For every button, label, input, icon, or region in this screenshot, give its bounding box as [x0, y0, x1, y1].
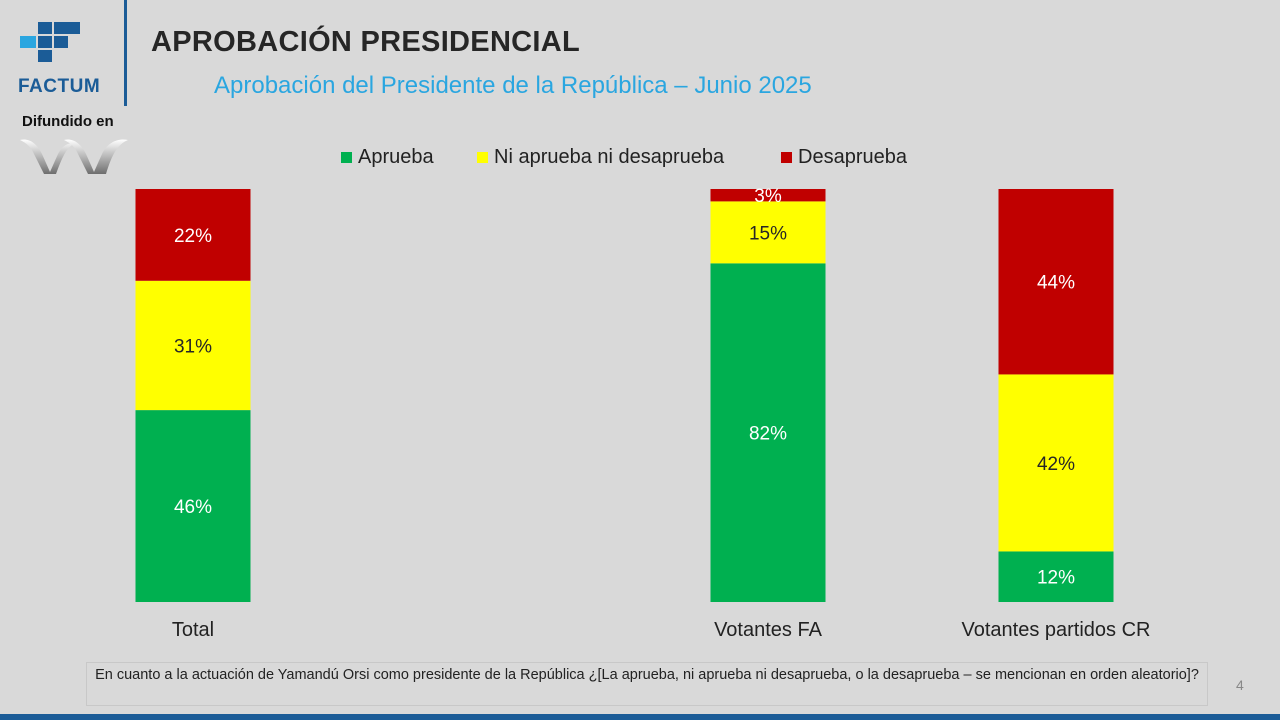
header-divider: [124, 0, 127, 106]
survey-question: En cuanto a la actuación de Yamandú Orsi…: [86, 662, 1208, 706]
legend-label: Desaprueba: [798, 146, 907, 168]
bar-segment: [710, 189, 826, 202]
brand-name: FACTUM: [18, 76, 101, 97]
bar-segment: [135, 189, 251, 281]
factum-logo-icon: [20, 22, 80, 62]
bar-segment: [998, 189, 1114, 375]
legend-swatch-red: [781, 152, 792, 163]
legend-item-ni: Ni aprueba ni desaprueba: [477, 146, 724, 169]
bar-segment: [998, 551, 1114, 602]
chart-legend: Aprueba Ni aprueba ni desaprueba Desapru…: [0, 146, 1280, 170]
data-label: 3%: [754, 186, 782, 207]
bar-segment: [710, 263, 826, 602]
bar-segment: [135, 410, 251, 602]
data-label: 42%: [1037, 454, 1075, 475]
difundido-label: Difundido en: [22, 113, 114, 130]
legend-item-desaprueba: Desaprueba: [781, 146, 907, 169]
broadcaster-logo-icon: [20, 139, 128, 174]
bar-segment: [135, 280, 251, 411]
data-label: 12%: [1037, 568, 1075, 589]
bar-segment: [710, 201, 826, 264]
legend-label: Aprueba: [358, 146, 434, 168]
legend-item-aprueba: Aprueba: [341, 146, 434, 169]
legend-label: Ni aprueba ni desaprueba: [494, 146, 725, 168]
category-label: Votantes FA: [714, 619, 823, 641]
bar-segment: [998, 374, 1114, 552]
legend-swatch-green: [341, 152, 352, 163]
page-number: 4: [1236, 677, 1244, 693]
data-label: 46%: [174, 497, 212, 518]
bottom-bar: [0, 714, 1280, 720]
data-label: 15%: [749, 223, 787, 244]
page-title: APROBACIÓN PRESIDENCIAL: [151, 26, 581, 58]
data-label: 31%: [174, 336, 212, 357]
category-label: Total: [172, 619, 214, 641]
category-label: Votantes partidos CR: [962, 619, 1151, 641]
data-label: 22%: [174, 226, 212, 247]
data-label: 82%: [749, 424, 787, 445]
legend-swatch-yellow: [477, 152, 488, 163]
factum-logo: [14, 18, 114, 98]
page-subtitle: Aprobación del Presidente de la Repúblic…: [214, 72, 812, 99]
data-label: 44%: [1037, 273, 1075, 294]
stacked-bar-chart: 46% 31% 22% Total 82% 15% 3% Votantes FA 12% 42% 4…: [135, 186, 1151, 641]
